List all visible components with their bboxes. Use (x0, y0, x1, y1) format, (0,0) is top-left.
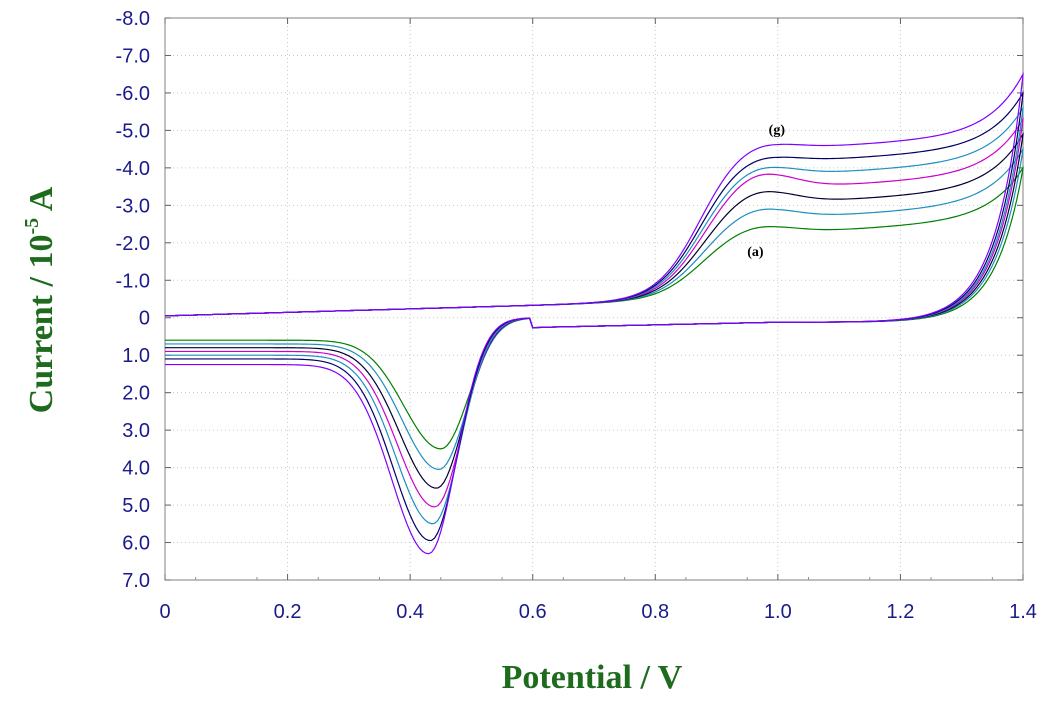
x-tick-label: 0.2 (274, 601, 302, 623)
y-tick-label: -7.0 (116, 45, 150, 67)
curve-annotation: (a) (747, 245, 764, 260)
y-tick-label: -6.0 (116, 83, 150, 105)
cv-series-7 (164, 71, 1024, 555)
x-axis-title: Potential / V (502, 659, 683, 696)
y-axis-title-exponent: -5 (21, 218, 43, 235)
x-tick-label: 0 (159, 601, 170, 623)
y-tick-label: 4.0 (122, 458, 150, 480)
y-tick-label: -1.0 (116, 270, 150, 292)
y-tick-label: 5.0 (122, 495, 150, 517)
y-tick-label: -2.0 (116, 233, 150, 255)
x-tick-labels: 0 0.2 0.4 0.6 0.8 1.0 1.2 1.4 (159, 601, 1036, 623)
x-tick-label: 0.4 (396, 601, 424, 623)
y-tick-label: 3.0 (122, 420, 150, 442)
x-tick-label: 0.6 (519, 601, 547, 623)
y-tick-label: -3.0 (116, 195, 150, 217)
annotations: (g) (a) (747, 123, 785, 260)
y-axis-title: Current / 10-5 A (21, 186, 60, 413)
x-tick-label: 1.2 (887, 601, 915, 623)
x-tick-label: 1.4 (1009, 601, 1037, 623)
y-tick-label: 2.0 (122, 383, 150, 405)
grid (165, 18, 1023, 580)
y-tick-label: 7.0 (122, 570, 150, 592)
y-tick-labels: -8.0 -7.0 -6.0 -5.0 -4.0 -3.0 -2.0 -1.0 0 1.0 2.0 3… (116, 8, 150, 592)
y-axis-title-unit: A (23, 186, 60, 218)
x-tick-label: 0.8 (641, 601, 669, 623)
cv-curves (164, 71, 1024, 555)
y-tick-label: -5.0 (116, 120, 150, 142)
y-tick-label: -4.0 (116, 158, 150, 180)
y-tick-label: 6.0 (122, 533, 150, 555)
y-tick-label: -8.0 (116, 8, 150, 30)
axis-ticks (164, 17, 1024, 581)
y-tick-label: 0 (139, 308, 150, 330)
y-tick-label: 1.0 (122, 345, 150, 367)
y-axis-title-main: Current / 10 (23, 235, 60, 414)
plot-area (164, 17, 1024, 581)
x-tick-label: 1.0 (764, 601, 792, 623)
curve-annotation: (g) (769, 123, 786, 138)
